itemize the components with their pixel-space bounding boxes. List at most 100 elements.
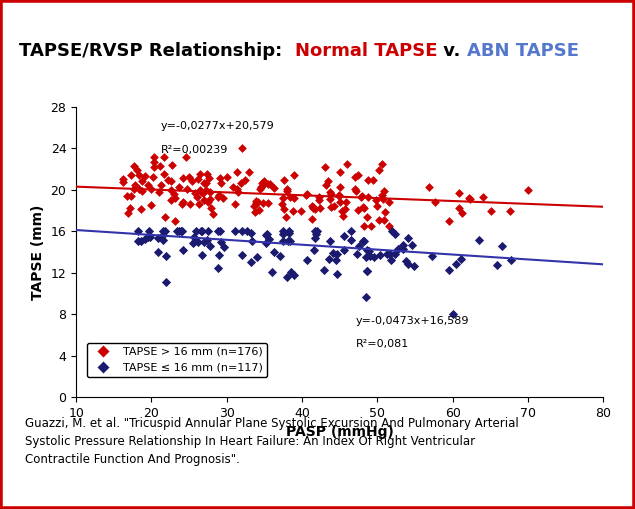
Point bbox=[205, 242, 215, 250]
Point bbox=[229, 201, 239, 209]
Point bbox=[250, 208, 260, 216]
Point bbox=[199, 238, 210, 246]
Point bbox=[279, 176, 290, 184]
Point bbox=[174, 227, 184, 235]
Point bbox=[251, 199, 261, 207]
Point bbox=[350, 185, 360, 193]
Point bbox=[236, 227, 246, 235]
Point bbox=[314, 193, 324, 201]
Point bbox=[497, 242, 507, 250]
Point bbox=[261, 231, 271, 239]
Point bbox=[196, 188, 206, 196]
Point bbox=[363, 193, 373, 201]
Point bbox=[325, 188, 335, 196]
Point bbox=[129, 162, 139, 170]
Point bbox=[193, 238, 203, 246]
Point bbox=[308, 203, 318, 211]
Point bbox=[136, 237, 146, 245]
Point bbox=[178, 246, 188, 254]
Point bbox=[311, 230, 321, 238]
Point bbox=[278, 194, 288, 202]
Point bbox=[286, 268, 296, 276]
Point bbox=[244, 168, 255, 176]
Point bbox=[279, 205, 289, 213]
Point bbox=[334, 191, 344, 200]
Text: TAPSE/RVSP Relationship:: TAPSE/RVSP Relationship: bbox=[19, 42, 295, 60]
Point bbox=[201, 169, 211, 178]
Point bbox=[362, 246, 372, 254]
Point bbox=[160, 227, 170, 235]
Point bbox=[185, 200, 195, 208]
Point bbox=[192, 193, 202, 202]
Point bbox=[283, 237, 293, 245]
Point bbox=[198, 189, 208, 197]
Point bbox=[335, 198, 345, 206]
Point bbox=[231, 227, 241, 235]
Text: y=-0,0473x+16,589: y=-0,0473x+16,589 bbox=[356, 316, 469, 326]
Point bbox=[197, 251, 207, 259]
Point bbox=[359, 237, 369, 245]
Legend: TAPSE > 16 mm (n=176), TAPSE ≤ 16 mm (n=117): TAPSE > 16 mm (n=176), TAPSE ≤ 16 mm (n=… bbox=[87, 343, 267, 377]
Text: v.: v. bbox=[438, 42, 467, 60]
Point bbox=[335, 183, 345, 191]
Point bbox=[427, 252, 438, 260]
Point bbox=[368, 253, 378, 261]
Point bbox=[196, 227, 206, 235]
Point bbox=[227, 183, 237, 191]
Point bbox=[167, 161, 177, 169]
Point bbox=[351, 187, 361, 195]
Point bbox=[202, 236, 212, 244]
Point bbox=[187, 177, 197, 185]
Point bbox=[363, 176, 373, 184]
Point bbox=[267, 267, 277, 275]
Point bbox=[125, 204, 135, 212]
Point bbox=[133, 237, 144, 245]
Point bbox=[170, 217, 180, 225]
Point bbox=[133, 172, 144, 180]
Point bbox=[269, 184, 279, 192]
Point bbox=[163, 176, 173, 184]
Point bbox=[241, 227, 251, 235]
Point bbox=[374, 165, 384, 174]
Point bbox=[140, 172, 150, 180]
Point bbox=[204, 174, 214, 182]
Point bbox=[232, 168, 242, 177]
Point bbox=[353, 171, 363, 179]
Point bbox=[309, 246, 319, 254]
Point bbox=[386, 256, 396, 264]
Point bbox=[236, 251, 246, 259]
Text: Normal TAPSE: Normal TAPSE bbox=[295, 42, 438, 60]
Point bbox=[361, 293, 371, 301]
Text: y=-0,0277x+20,579: y=-0,0277x+20,579 bbox=[161, 122, 274, 131]
Point bbox=[332, 270, 342, 278]
Point bbox=[128, 185, 138, 193]
Point bbox=[188, 239, 198, 247]
Point bbox=[184, 174, 194, 182]
Point bbox=[362, 267, 372, 275]
Point bbox=[361, 253, 371, 261]
Point bbox=[222, 173, 232, 181]
Point bbox=[398, 245, 408, 253]
Point bbox=[197, 227, 207, 235]
Point bbox=[234, 188, 244, 196]
Point bbox=[149, 158, 159, 166]
Point bbox=[140, 235, 150, 243]
Point bbox=[122, 191, 132, 200]
Point bbox=[166, 186, 176, 194]
Point bbox=[255, 185, 265, 193]
Point bbox=[364, 246, 374, 254]
Point bbox=[378, 194, 388, 203]
Text: Guazzi, M. et al. "Tricuspid Annular Plane Systolic Excursion And Pulmonary Arte: Guazzi, M. et al. "Tricuspid Annular Pla… bbox=[25, 417, 519, 466]
Point bbox=[373, 216, 384, 224]
Point bbox=[277, 231, 288, 239]
Point bbox=[356, 193, 366, 202]
Point bbox=[201, 186, 211, 194]
Point bbox=[189, 234, 199, 242]
Point bbox=[237, 144, 247, 152]
Point bbox=[182, 184, 192, 192]
Point bbox=[195, 170, 205, 178]
Point bbox=[283, 273, 293, 281]
Point bbox=[154, 162, 164, 170]
Point bbox=[134, 185, 144, 193]
Point bbox=[319, 266, 329, 274]
